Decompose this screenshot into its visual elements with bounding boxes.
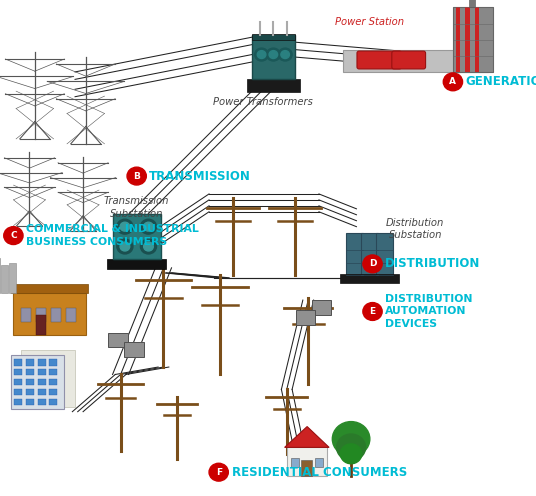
FancyBboxPatch shape <box>26 369 34 375</box>
FancyBboxPatch shape <box>453 7 493 72</box>
FancyBboxPatch shape <box>346 233 363 275</box>
FancyBboxPatch shape <box>124 342 144 357</box>
FancyBboxPatch shape <box>14 389 22 395</box>
FancyBboxPatch shape <box>376 233 393 275</box>
FancyBboxPatch shape <box>1 265 8 293</box>
FancyBboxPatch shape <box>11 355 64 409</box>
Text: DISTRIBUTION
AUTOMATION
DEVICES: DISTRIBUTION AUTOMATION DEVICES <box>385 294 472 329</box>
Circle shape <box>332 422 370 456</box>
Text: GENERATION: GENERATION <box>465 75 536 88</box>
Text: C: C <box>10 231 17 240</box>
Text: Power Station: Power Station <box>336 17 404 27</box>
FancyBboxPatch shape <box>51 308 61 322</box>
FancyBboxPatch shape <box>108 332 128 347</box>
FancyBboxPatch shape <box>14 379 22 385</box>
FancyBboxPatch shape <box>312 301 331 315</box>
FancyBboxPatch shape <box>26 399 34 405</box>
FancyBboxPatch shape <box>357 51 401 69</box>
FancyBboxPatch shape <box>26 389 34 395</box>
Circle shape <box>209 463 228 481</box>
FancyBboxPatch shape <box>38 359 46 366</box>
FancyBboxPatch shape <box>66 308 76 322</box>
FancyBboxPatch shape <box>38 369 46 375</box>
FancyBboxPatch shape <box>36 308 46 322</box>
Text: DISTRIBUTION: DISTRIBUTION <box>385 257 480 270</box>
Circle shape <box>269 51 278 59</box>
FancyBboxPatch shape <box>49 389 57 395</box>
FancyBboxPatch shape <box>252 34 295 40</box>
FancyBboxPatch shape <box>296 310 315 325</box>
FancyBboxPatch shape <box>315 458 323 467</box>
FancyBboxPatch shape <box>38 399 46 405</box>
FancyBboxPatch shape <box>13 293 86 335</box>
FancyBboxPatch shape <box>287 447 327 476</box>
FancyBboxPatch shape <box>301 460 312 476</box>
Circle shape <box>363 303 382 320</box>
FancyBboxPatch shape <box>14 359 22 366</box>
Circle shape <box>278 48 292 61</box>
Circle shape <box>144 222 153 231</box>
FancyBboxPatch shape <box>21 350 75 407</box>
FancyBboxPatch shape <box>247 79 300 92</box>
Text: COMMERCIAL & INDUSTRIAL
BUSINESS CONSUMERS: COMMERCIAL & INDUSTRIAL BUSINESS CONSUME… <box>26 224 198 247</box>
FancyBboxPatch shape <box>107 259 166 269</box>
FancyBboxPatch shape <box>49 359 57 366</box>
FancyBboxPatch shape <box>465 7 470 72</box>
FancyBboxPatch shape <box>38 379 46 385</box>
Text: RESIDENTIAL CONSUMERS: RESIDENTIAL CONSUMERS <box>232 466 407 479</box>
Text: Transmission
Substation: Transmission Substation <box>104 196 169 219</box>
FancyBboxPatch shape <box>252 35 295 79</box>
Circle shape <box>117 239 133 254</box>
Circle shape <box>140 219 157 234</box>
Circle shape <box>120 242 130 251</box>
FancyBboxPatch shape <box>11 284 88 293</box>
Circle shape <box>363 255 382 273</box>
Circle shape <box>255 48 269 61</box>
Text: F: F <box>215 468 222 477</box>
Circle shape <box>443 73 463 91</box>
FancyBboxPatch shape <box>9 263 16 293</box>
FancyBboxPatch shape <box>38 389 46 395</box>
FancyBboxPatch shape <box>343 50 488 72</box>
Circle shape <box>340 444 362 464</box>
Circle shape <box>266 48 280 61</box>
FancyBboxPatch shape <box>36 315 46 335</box>
Text: A: A <box>449 77 457 86</box>
FancyBboxPatch shape <box>49 369 57 375</box>
Circle shape <box>337 434 366 461</box>
Circle shape <box>257 51 266 59</box>
Circle shape <box>127 167 146 185</box>
Text: D: D <box>369 259 376 268</box>
Text: Distribution
Substation: Distribution Substation <box>386 218 444 241</box>
Circle shape <box>117 219 133 234</box>
FancyBboxPatch shape <box>49 399 57 405</box>
Text: B: B <box>133 172 140 181</box>
FancyBboxPatch shape <box>14 399 22 405</box>
FancyBboxPatch shape <box>49 379 57 385</box>
Circle shape <box>144 242 153 251</box>
Circle shape <box>4 227 23 245</box>
Circle shape <box>120 222 130 231</box>
Polygon shape <box>285 427 329 447</box>
FancyBboxPatch shape <box>291 458 299 467</box>
FancyBboxPatch shape <box>340 274 399 283</box>
FancyBboxPatch shape <box>392 51 426 69</box>
FancyBboxPatch shape <box>113 214 161 259</box>
Text: Power Transformers: Power Transformers <box>213 97 312 107</box>
FancyBboxPatch shape <box>21 308 31 322</box>
Circle shape <box>281 51 289 59</box>
FancyBboxPatch shape <box>475 7 479 72</box>
FancyBboxPatch shape <box>469 0 475 7</box>
FancyBboxPatch shape <box>14 369 22 375</box>
FancyBboxPatch shape <box>26 359 34 366</box>
Text: TRANSMISSION: TRANSMISSION <box>149 170 251 183</box>
FancyBboxPatch shape <box>26 379 34 385</box>
Circle shape <box>140 239 157 254</box>
FancyBboxPatch shape <box>456 7 460 72</box>
FancyBboxPatch shape <box>361 233 378 275</box>
Text: E: E <box>369 307 376 316</box>
